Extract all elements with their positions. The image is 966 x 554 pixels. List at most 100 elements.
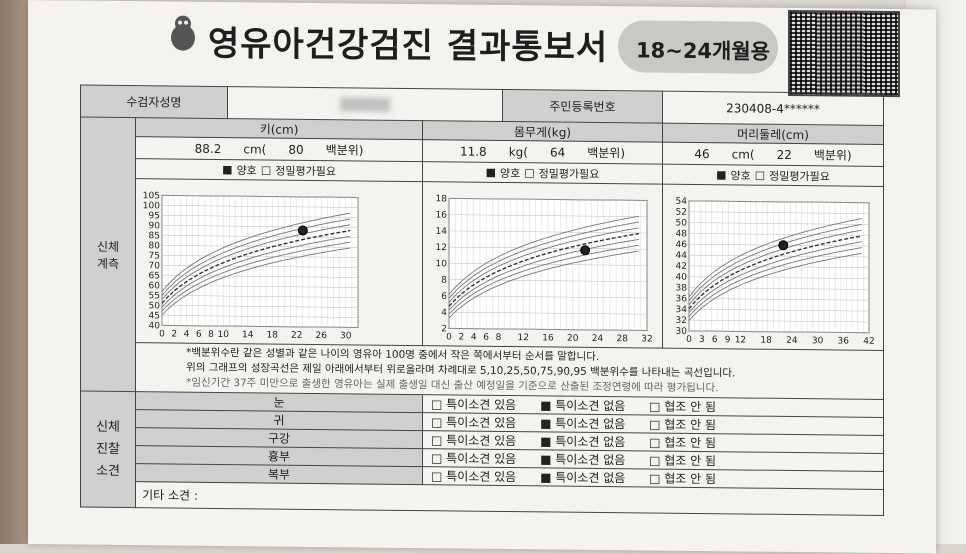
- percentile-curve: [448, 215, 640, 295]
- no-finding-option[interactable]: ■ 특이소견 없음: [540, 398, 626, 414]
- uncoop-option[interactable]: □ 협조 안 됨: [649, 471, 717, 487]
- redacted-name: [339, 96, 390, 112]
- y-tick-label: 90: [149, 221, 161, 231]
- notes-cell: *백분위수란 같은 성별과 같은 나이의 영유아 100명 중에서 작은 쪽에서…: [135, 342, 884, 400]
- no-finding-option[interactable]: ■ 특이소견 없음: [540, 434, 626, 450]
- chart-grid-line: [162, 245, 359, 248]
- uncoop-label: 협조 안 됨: [664, 417, 717, 433]
- y-tick-label: 85: [149, 231, 160, 241]
- height-percentile-unit: 백분위): [325, 143, 364, 158]
- height-eval-checkbox[interactable]: □: [260, 163, 272, 177]
- uncoop-label: 협조 안 됨: [664, 435, 717, 451]
- finding-label: 특이소견 있음: [446, 397, 517, 413]
- chart-grid-line: [688, 254, 869, 258]
- no-finding-option[interactable]: ■ 특이소견 없음: [540, 470, 626, 486]
- percentile-curve: [688, 241, 862, 314]
- percentile-curve: [161, 247, 351, 316]
- report-paper: 영유아건강검진 결과통보서 18~24개월용 수검자성명 주민등록번호 2304…: [28, 0, 936, 554]
- chart-grid-line: [449, 263, 648, 266]
- uncoop-option[interactable]: □ 협조 안 됨: [649, 453, 717, 469]
- y-tick-label: 54: [676, 197, 688, 207]
- finding-option[interactable]: □ 특이소견 있음: [431, 433, 517, 449]
- x-tick-label: 9: [725, 335, 731, 345]
- percentile-curve: [448, 250, 640, 319]
- head-percentile-unit: 백분위): [813, 148, 852, 163]
- x-tick-label: 18: [760, 336, 772, 346]
- percentile-curve: [448, 238, 640, 311]
- head-eval-checkbox[interactable]: □: [754, 168, 766, 182]
- x-tick-label: 3: [699, 335, 705, 345]
- y-tick-label: 50: [676, 218, 688, 228]
- chart-grid-line: [688, 319, 869, 323]
- height-chart-cell: 40 45 50 55 60 65 70 75 80 85 90 95 100 105 0 2 4 6 8 10 14 1…: [135, 178, 423, 346]
- x-tick-label: 12: [518, 333, 529, 343]
- y-tick-label: 50: [149, 301, 161, 311]
- y-tick-label: 40: [676, 273, 688, 283]
- exam-section-label-cell: 신체 진찰 소견: [80, 391, 136, 508]
- x-tick-label: 4: [184, 330, 190, 340]
- y-tick-label: 100: [143, 201, 160, 211]
- y-tick-label: 75: [149, 251, 160, 261]
- chart-grid-line: [162, 205, 359, 208]
- percentile-curve: [688, 235, 862, 310]
- x-tick-label: 24: [786, 336, 798, 346]
- finding-option[interactable]: □ 특이소견 있음: [431, 415, 517, 431]
- y-tick-label: 6: [441, 292, 447, 302]
- finding-option[interactable]: □ 특이소견 있음: [431, 469, 517, 485]
- weight-unit: kg(: [508, 144, 528, 159]
- x-tick-label: 30: [812, 336, 824, 346]
- chart-grid-line: [688, 211, 869, 214]
- x-tick-label: 22: [291, 331, 302, 341]
- x-tick-label: 28: [617, 334, 629, 344]
- height-label: 키(cm): [259, 121, 299, 137]
- percentile-curve: [448, 227, 640, 303]
- measurement-point: [297, 225, 308, 236]
- name-value-cell: [227, 86, 503, 122]
- percentile-curve: [161, 218, 351, 296]
- id-label-cell: 주민등록번호: [502, 89, 663, 124]
- finding-option[interactable]: □ 특이소견 있음: [431, 451, 517, 467]
- chart-grid-line: [449, 198, 648, 201]
- head-percentile: 22: [776, 147, 792, 162]
- percentile-curve: [161, 241, 351, 312]
- notes: *백분위수란 같은 성별과 같은 나이의 영유아 100명 중에서 작은 쪽에서…: [136, 345, 883, 398]
- head-values: 46 cm( 22 백분위): [662, 142, 884, 167]
- x-tick-label: 24: [592, 334, 604, 344]
- x-tick-label: 30: [340, 331, 352, 341]
- head-value: 46: [694, 146, 710, 161]
- no-finding-option[interactable]: ■ 특이소견 없음: [540, 416, 626, 432]
- chart-grid-line: [162, 195, 359, 198]
- percentile-curve: [688, 252, 862, 321]
- finding-option[interactable]: □ 특이소견 있음: [431, 397, 517, 413]
- weight-eval-checkbox[interactable]: □: [524, 166, 535, 180]
- y-tick-label: 60: [149, 281, 161, 291]
- percentile-curve: [688, 229, 862, 306]
- x-tick-label: 36: [838, 336, 850, 346]
- head-label: 머리둘레(cm): [737, 126, 809, 142]
- x-tick-label: 0: [686, 335, 692, 345]
- no-finding-option[interactable]: ■ 특이소견 없음: [540, 452, 626, 468]
- y-tick-label: 105: [143, 191, 160, 201]
- y-tick-label: 12: [436, 243, 447, 253]
- percentile-curve: [161, 224, 351, 300]
- y-tick-label: 55: [149, 291, 160, 301]
- x-tick-label: 10: [218, 330, 230, 340]
- head-good-checkbox[interactable]: ■: [716, 168, 727, 182]
- y-tick-label: 48: [676, 229, 688, 239]
- x-tick-label: 42: [863, 337, 874, 347]
- percentile-curve: [161, 235, 351, 308]
- weight-good-checkbox[interactable]: ■: [485, 165, 496, 179]
- body-section-label-cell: 신체 계측: [80, 117, 136, 392]
- finding-label: 특이소견 있음: [446, 433, 517, 449]
- height-eval-label: 정밀평가필요: [275, 164, 336, 178]
- no-finding-label: 특이소견 없음: [555, 416, 626, 432]
- uncoop-option[interactable]: □ 협조 안 됨: [649, 417, 717, 433]
- uncoop-option[interactable]: □ 협조 안 됨: [649, 435, 717, 451]
- name-label: 수검자성명: [126, 95, 182, 110]
- no-finding-label: 특이소견 없음: [555, 398, 626, 414]
- chart-grid-line: [162, 255, 359, 258]
- uncoop-option[interactable]: □ 협조 안 됨: [649, 399, 717, 415]
- height-good-checkbox[interactable]: ■: [222, 163, 233, 177]
